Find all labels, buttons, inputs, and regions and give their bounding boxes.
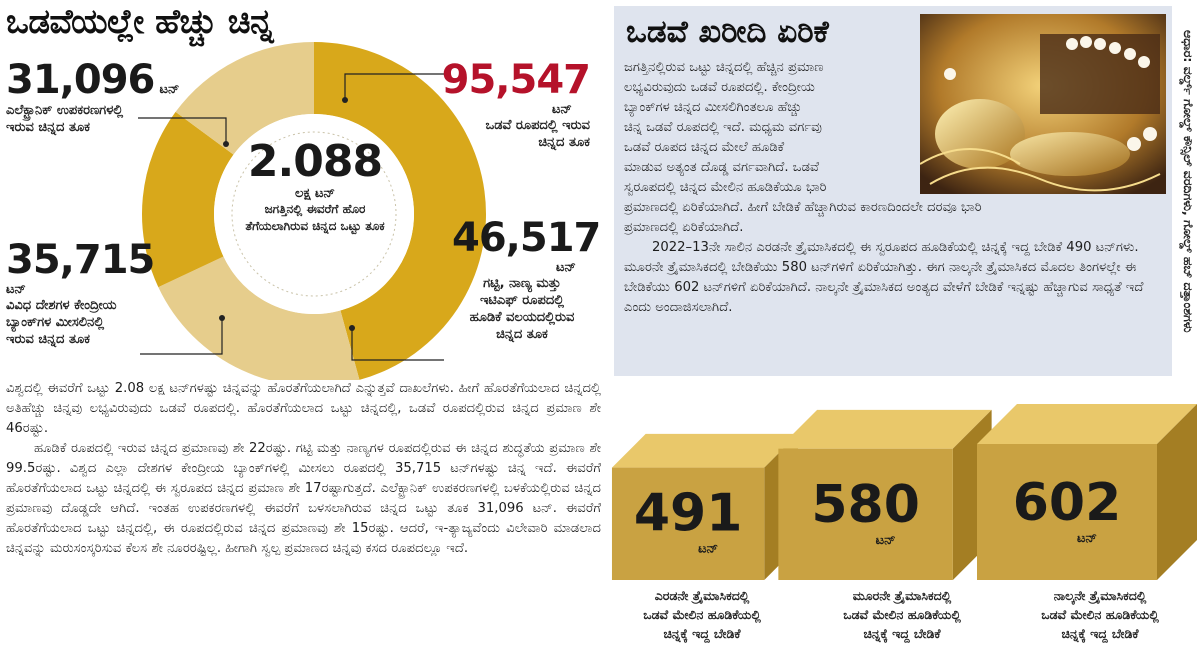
body-paragraph-1: ವಿಶ್ವದಲ್ಲಿ ಈವರೆಗೆ ಒಟ್ಟು 2.08 ಲಕ್ಷ ಟನ್‌ಗಳ… (6, 381, 601, 436)
slice-bank (142, 111, 234, 288)
bar-label-q3-line3: ಚಿನ್ನಕ್ಕೆ ಇದ್ದ ಬೇಡಿಕೆ (863, 626, 941, 641)
callout-dot-bank (219, 315, 225, 321)
info-line: ಬ್ಯಾಂಕ್‌ಗಳ ಚಿನ್ನದ ಮೀಸಲಿಗಿಂತಲೂ ಹೆಚ್ಚು (624, 100, 802, 115)
donut-chart (138, 42, 486, 380)
bar-label-q2-line3: ಚಿನ್ನಕ್ಕೆ ಇದ್ದ ಬೇಡಿಕೆ (663, 626, 741, 641)
info-paragraph-2: 2022–13ನೇ ಸಾಲಿನ ಎರಡನೇ ತ್ರೈಮಾಸಿಕದಲ್ಲಿ ಈ ಸ… (624, 240, 1144, 315)
stat-bank-desc-1: ವಿವಿಧ ದೇಶಗಳ ಕೇಂದ್ರೀಯ (6, 298, 117, 313)
stat-bank: 35,715 ಟನ್ ವಿವಿಧ ದೇಶಗಳ ಕೇಂದ್ರೀಯ ಬ್ಯಾಂಕ್‌… (6, 238, 186, 348)
body-text: ವಿಶ್ವದಲ್ಲಿ ಈವರೆಗೆ ಒಟ್ಟು 2.08 ಲಕ್ಷ ಟನ್‌ಗಳ… (6, 379, 601, 559)
slice-jewellery (314, 42, 486, 380)
total-value: 2.088 (247, 136, 383, 187)
source-credit: ಆಧಾರ: ವರ್ಲ್ಡ್ ಗೋಲ್ಡ್ ಕೌನ್ಸಿಲ್ ವರದಿಗಳು, ಗ… (1178, 30, 1198, 402)
bar-q2-top (611, 433, 799, 468)
stat-electronics: 31,096 ಟನ್ ಎಲೆಕ್ಟ್ರಾನಿಕ್ ಉಪಕರಣಗಳಲ್ಲಿ ಇರು… (6, 58, 186, 136)
gold-jewellery-photo (920, 14, 1166, 194)
body-paragraph-2: ಹೂಡಿಕೆ ರೂಪದಲ್ಲಿ ಇರುವ ಚಿನ್ನದ ಪ್ರಮಾಣವು ಶೇ … (6, 441, 601, 556)
bar-label-q3-line2: ಒಡವೆ ಮೇಲಿನ ಹೂಡಿಕೆಯಲ್ಲಿ (843, 607, 961, 622)
info-line: ಸ್ವರೂಪದಲ್ಲಿ ಚಿನ್ನದ ಮೇಲಿನ ಹೂಡಿಕೆಯೂ ಭಾರಿ (624, 180, 827, 195)
stat-jewellery-unit: ಟನ್ (552, 102, 572, 117)
callout-dot-jewellery (342, 97, 348, 103)
bar-q2-unit: ಟನ್ (698, 542, 718, 557)
callout-dot-investment (349, 325, 355, 331)
bar-q4-side (1157, 404, 1197, 580)
bar-q4-top (977, 404, 1197, 444)
stat-investment-desc-4: ಚಿನ್ನದ ತೂಕ (496, 327, 548, 342)
stat-jewellery-desc-1: ಒಡವೆ ರೂಪದಲ್ಲಿ ಇರುವ (485, 118, 590, 133)
stat-electronics-value: 31,096 (6, 57, 155, 103)
stat-investment-desc-2: ಇಟಿಎಫ್ ರೂಪದಲ್ಲಿ (479, 293, 565, 308)
bar-q2-value: 491 (634, 484, 743, 544)
stat-electronics-desc-2: ಇರುವ ಚಿನ್ನದ ತೂಕ (6, 120, 91, 135)
bar-label-q4: ನಾಲ್ಕನೇ ತ್ರೈಮಾಸಿಕದಲ್ಲಿ ಒಡವೆ ಮೇಲಿನ ಹೂಡಿಕೆ… (1010, 586, 1190, 643)
stat-bank-unit: ಟನ್ (6, 282, 26, 297)
stat-jewellery-value: 95,547 (441, 57, 591, 103)
info-line: ಮಾಡುವ ಅತ್ಯಂತ ದೊಡ್ಡ ವರ್ಗವಾಗಿದೆ. ಒಡವೆ (624, 160, 819, 175)
stat-jewellery: 95,547 ಟನ್ ಒಡವೆ ರೂಪದಲ್ಲಿ ಇರುವ ಚಿನ್ನದ ತೂಕ (440, 57, 591, 151)
callout-line-electronics (138, 117, 227, 144)
info-line: ಒಡವೆ ರೂಪದ ಚಿನ್ನದ ಮೇಲೆ ಹೂಡಿಕೆ (624, 140, 785, 155)
stat-bank-desc-3: ಇರುವ ಚಿನ್ನದ ತೂಕ (6, 332, 91, 347)
bar-label-q3: ಮೂರನೇ ತ್ರೈಮಾಸಿಕದಲ್ಲಿ ಒಡವೆ ಮೇಲಿನ ಹೂಡಿಕೆಯಲ… (812, 586, 992, 643)
total-unit: ಲಕ್ಷ ಟನ್ (295, 186, 335, 201)
bar-label-q2-line1: ಎರಡನೇ ತ್ರೈಮಾಸಿಕದಲ್ಲಿ (654, 588, 750, 603)
bar-q3-value: 580 (811, 475, 920, 535)
stat-investment-value: 46,517 (452, 215, 601, 261)
headline: ಒಡವೆಯಲ್ಲೇ ಹೆಚ್ಚು ಚಿನ್ನ (6, 2, 274, 42)
stat-investment: 46,517 ಟನ್ ಗಟ್ಟಿ, ನಾಣ್ಯ ಮತ್ತು ಇಟಿಎಫ್ ರೂಪ… (452, 215, 601, 343)
stat-jewellery-desc-2: ಚಿನ್ನದ ತೂಕ (538, 135, 590, 150)
slice-electronics (175, 42, 314, 155)
info-line: ಲಭ್ಯವಿರುವುದು ಒಡವೆ ರೂಪದಲ್ಲಿ. ಕೇಂದ್ರೀಯ (624, 80, 815, 95)
stat-investment-desc-1: ಗಟ್ಟಿ, ನಾಣ್ಯ ಮತ್ತು (483, 276, 561, 291)
info-line: ಪ್ರಮಾಣದಲ್ಲಿ ಏರಿಕೆಯಾಗಿದೆ. (624, 220, 744, 235)
info-line: ಚಿನ್ನ ಒಡವೆ ರೂಪದಲ್ಲಿ ಇದೆ. ಮಧ್ಯಮ ವರ್ಗವು (624, 120, 822, 135)
bar-q4-value: 602 (1013, 473, 1122, 533)
bar-label-q3-line1: ಮೂರನೇ ತ್ರೈಮಾಸಿಕದಲ್ಲಿ (852, 588, 952, 603)
info-line: ಜಗತ್ತಿನಲ್ಲಿರುವ ಒಟ್ಟು ಚಿನ್ನದಲ್ಲಿ ಹೆಚ್ಚಿನ … (624, 60, 824, 75)
callout-line-investment (351, 328, 444, 361)
info-title: ಒಡವೆ ಖರೀದಿ ಏರಿಕೆ (626, 14, 829, 50)
bar-q3-top (778, 409, 992, 449)
bar-label-q2-line2: ಒಡವೆ ಮೇಲಿನ ಹೂಡಿಕೆಯಲ್ಲಿ (643, 607, 761, 622)
bar-q4-unit: ಟನ್ (1077, 531, 1097, 546)
bar-label-q4-line3: ಚಿನ್ನಕ್ಕೆ ಇದ್ದ ಬೇಡಿಕೆ (1061, 626, 1139, 641)
bar-q2 (611, 467, 765, 580)
donut-center-label: 2.088 ಲಕ್ಷ ಟನ್ ಜಗತ್ತಿನಲ್ಲಿ ಈವರೆಗೆ ಹೊರ ತೆ… (240, 138, 390, 235)
info-paragraph-1: ಜಗತ್ತಿನಲ್ಲಿರುವ ಒಟ್ಟು ಚಿನ್ನದಲ್ಲಿ ಹೆಚ್ಚಿನ … (624, 58, 1169, 238)
bar-q4 (977, 444, 1157, 580)
stat-investment-unit: ಟನ್ (556, 260, 576, 275)
callout-dot-electronics (223, 141, 229, 147)
total-desc: ಜಗತ್ತಿನಲ್ಲಿ ಈವರೆಗೆ ಹೊರ ತೆಗೆಯಲಾಗಿರುವ ಚಿನ್… (245, 202, 385, 233)
stat-bank-value: 35,715 (6, 237, 155, 283)
stat-investment-desc-3: ಹೂಡಿಕೆ ವಲಯದಲ್ಲಿರುವ (469, 310, 575, 325)
bar-label-q4-line2: ಒಡವೆ ಮೇಲಿನ ಹೂಡಿಕೆಯಲ್ಲಿ (1041, 607, 1159, 622)
bar-label-q2: ಎರಡನೇ ತ್ರೈಮಾಸಿಕದಲ್ಲಿ ಒಡವೆ ಮೇಲಿನ ಹೂಡಿಕೆಯಲ… (612, 586, 792, 643)
stat-bank-desc-2: ಬ್ಯಾಂಕ್‌ಗಳ ಮೀಸಲಿನಲ್ಲಿ (6, 315, 105, 330)
bar-q3 (778, 448, 953, 580)
bar-label-q4-line1: ನಾಲ್ಕನೇ ತ್ರೈಮಾಸಿಕದಲ್ಲಿ (1053, 588, 1147, 603)
stat-electronics-unit: ಟನ್ (159, 82, 180, 97)
donut-inner-ring (231, 131, 397, 297)
callout-line-bank (140, 318, 223, 355)
bar-q3-unit: ಟನ್ (876, 533, 896, 548)
info-line: ಪ್ರಮಾಣದಲ್ಲಿ ಏರಿಕೆಯಾಗಿದೆ. ಹೀಗೆ ಬೇಡಿಕೆ ಹೆಚ… (624, 200, 982, 215)
slice-investment (158, 256, 360, 380)
callout-line-jewellery (344, 73, 448, 100)
source-text: ಆಧಾರ: ವರ್ಲ್ಡ್ ಗೋಲ್ಡ್ ಕೌನ್ಸಿಲ್ ವರದಿಗಳು, ಗ… (1181, 30, 1196, 333)
donut-hole (214, 114, 414, 314)
stat-electronics-desc-1: ಎಲೆಕ್ಟ್ರಾನಿಕ್ ಉಪಕರಣಗಳಲ್ಲಿ (6, 103, 124, 118)
info-text: ಜಗತ್ತಿನಲ್ಲಿರುವ ಒಟ್ಟು ಚಿನ್ನದಲ್ಲಿ ಹೆಚ್ಚಿನ … (624, 58, 1169, 318)
